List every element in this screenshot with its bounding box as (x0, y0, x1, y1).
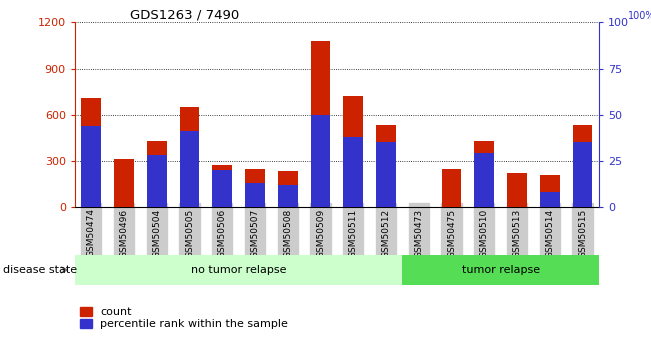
Bar (81, 98, 101, 207)
Bar (507, 173, 527, 207)
Text: tumor relapse: tumor relapse (462, 265, 540, 275)
Bar (540, 175, 560, 207)
Bar (180, 131, 199, 207)
Bar (376, 142, 396, 207)
Bar (147, 141, 167, 207)
Bar (475, 141, 494, 207)
Bar (344, 137, 363, 207)
Bar (311, 115, 330, 207)
Bar (573, 142, 592, 207)
Bar (147, 155, 167, 207)
Text: 100%: 100% (628, 11, 651, 21)
Bar (212, 170, 232, 207)
Bar (81, 126, 101, 207)
Bar (475, 154, 494, 207)
Bar (180, 107, 199, 207)
Bar (114, 159, 134, 207)
Text: no tumor relapse: no tumor relapse (191, 265, 286, 275)
Bar (212, 166, 232, 207)
Bar (573, 126, 592, 207)
Bar (376, 126, 396, 207)
Bar (245, 183, 265, 207)
Bar (278, 185, 298, 207)
Bar (344, 96, 363, 207)
Text: GDS1263 / 7490: GDS1263 / 7490 (130, 9, 240, 22)
Bar (540, 192, 560, 207)
Text: disease state: disease state (3, 265, 77, 275)
Bar (278, 171, 298, 207)
Bar (311, 41, 330, 207)
Bar (441, 169, 462, 207)
Legend: count, percentile rank within the sample: count, percentile rank within the sample (81, 307, 288, 329)
Bar (245, 169, 265, 207)
